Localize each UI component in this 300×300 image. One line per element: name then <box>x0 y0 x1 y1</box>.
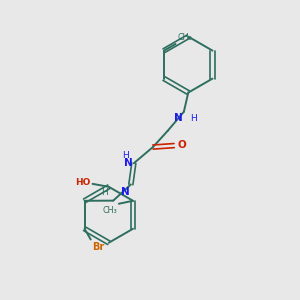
Text: H: H <box>122 151 129 160</box>
Text: N: N <box>124 158 132 168</box>
Text: CH₃: CH₃ <box>103 206 117 215</box>
Text: HO: HO <box>75 178 90 187</box>
Text: H: H <box>102 188 108 197</box>
Text: CH₃: CH₃ <box>177 33 192 42</box>
Text: Br: Br <box>92 242 105 252</box>
Text: H: H <box>190 114 197 123</box>
Text: N: N <box>174 113 182 123</box>
Text: O: O <box>177 140 186 150</box>
Text: N: N <box>121 187 129 197</box>
